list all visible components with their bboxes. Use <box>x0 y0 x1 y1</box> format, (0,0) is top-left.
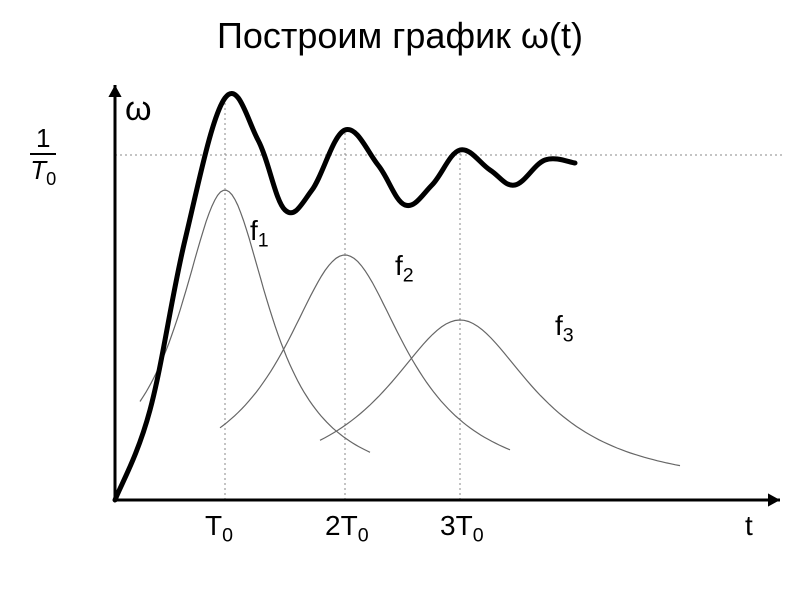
x-tick-label: 3T0 <box>440 510 484 548</box>
frac-num: 1 <box>30 125 56 155</box>
x-tick-label: 2T0 <box>325 510 369 548</box>
x-tick-label: T0 <box>205 510 233 548</box>
y-axis-label-omega: ω <box>125 90 152 129</box>
x-axis-label-t: t <box>745 510 753 542</box>
chart-canvas <box>0 0 800 600</box>
series-label: f2 <box>395 250 414 288</box>
frac-den: T0 <box>30 155 56 188</box>
series-label: f3 <box>555 310 574 348</box>
series-label: f1 <box>250 215 269 253</box>
y-ref-fraction: 1T0 <box>30 125 56 188</box>
